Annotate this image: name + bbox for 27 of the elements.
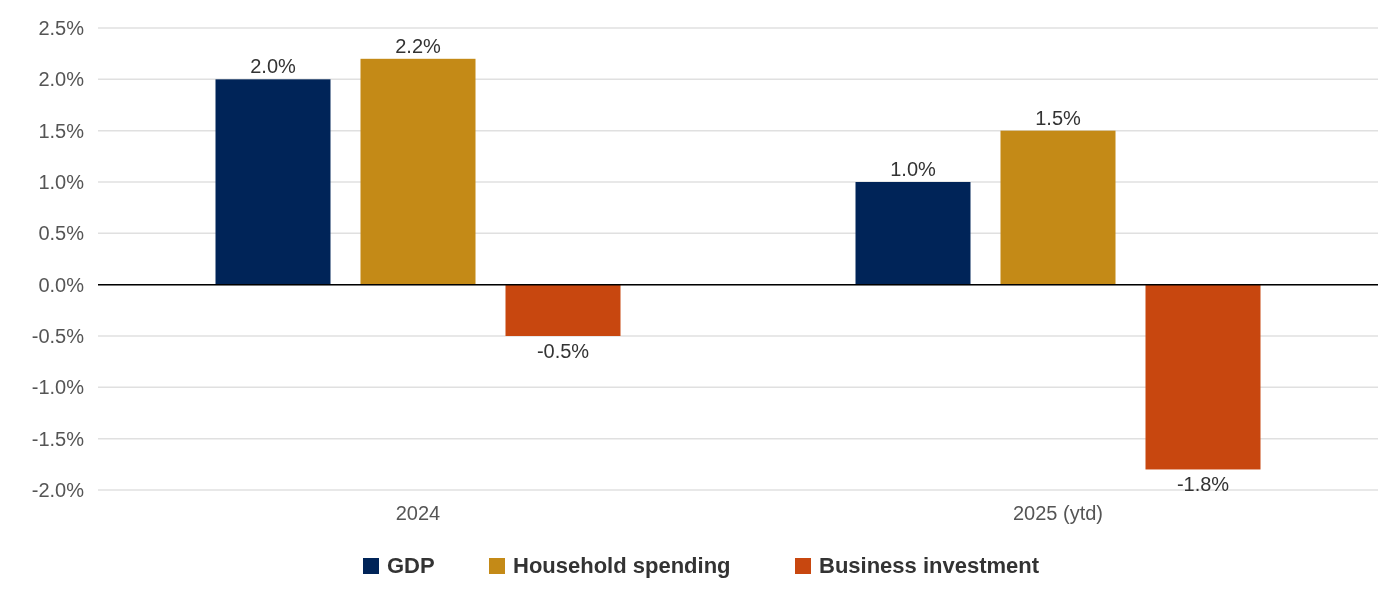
x-tick-label: 2025 (ytd) [1012,502,1104,524]
legend-label: GDP [387,553,435,578]
bar [855,182,971,285]
legend-label: Business investment [819,553,1040,578]
data-label: 1.5% [1035,106,1082,129]
y-tick-label: 1.5% [38,119,85,142]
bar [505,284,621,336]
data-label: -0.5% [536,340,590,362]
bar [1145,284,1261,470]
data-label: 2.0% [250,55,297,78]
bar [360,58,476,285]
y-tick-label: -1.5% [31,427,85,450]
y-tick-label: 0.0% [38,273,85,296]
y-tick-label: -2.0% [31,479,85,501]
legend-label: Household spending [513,553,731,578]
y-tick-label: 2.0% [38,68,85,91]
y-tick-label: -0.5% [31,325,85,347]
bar [215,79,331,285]
y-tick-label: 2.5% [38,17,85,39]
y-tick-label: 1.0% [38,171,85,193]
x-tick-label: 2024 [395,502,441,524]
y-tick-label: -1.0% [31,376,85,399]
y-tick-label: 0.5% [38,222,85,245]
data-label: 1.0% [890,158,937,180]
bar [1000,130,1116,285]
data-label: -1.8% [1176,473,1230,496]
data-label: 2.2% [395,34,442,57]
